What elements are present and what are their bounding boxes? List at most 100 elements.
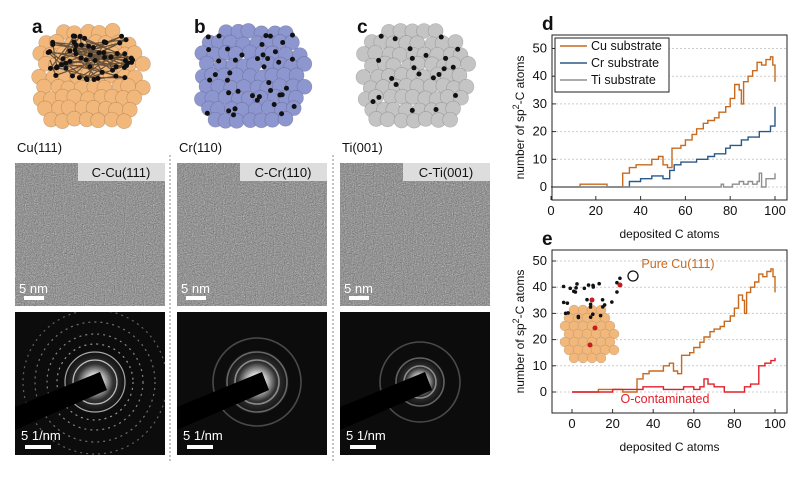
carbon-atom: [265, 56, 271, 62]
substrate-label: Ti(001): [342, 140, 383, 155]
panel-a: a Cu(111) C-Cu(111) 5 nm 5 1/nm: [15, 17, 168, 455]
carbon-atom: [416, 71, 422, 77]
legend-entry: Cr substrate: [591, 56, 659, 70]
oxygen-atom: [589, 297, 595, 303]
y-tick-label: 40: [533, 279, 547, 294]
carbon-atom: [585, 297, 589, 302]
carbon-atom: [376, 94, 382, 100]
chart-d: d 0 10 20 30 40 50 0 20 40 60 80 100 deposited C atom…: [511, 14, 788, 241]
carbon-atom: [216, 33, 222, 39]
diffraction-scale-bar: [350, 445, 376, 449]
panel-b: b Cr(110) C-Cr(110) 5 nm 5 1/nm: [177, 17, 327, 455]
inset-atom-model: O: [559, 270, 639, 364]
x-tick-label: 80: [727, 416, 741, 431]
carbon-atom: [438, 34, 444, 40]
atom-model: [355, 23, 476, 129]
carbon-atom: [565, 301, 570, 305]
diffraction-ring: [22, 309, 168, 455]
beam-stopper: [15, 372, 107, 430]
carbon-atom: [588, 315, 593, 319]
oxygen-atom: [617, 282, 623, 288]
series-line-ti-substrate: [551, 172, 776, 188]
carbon-atom: [271, 102, 277, 108]
carbon-atom: [226, 108, 232, 114]
y-tick-label: 20: [533, 332, 547, 347]
carbon-atom: [600, 305, 605, 309]
carbon-atom: [561, 284, 566, 289]
y-axis-label-sup: 2: [511, 104, 521, 109]
carbon-atom: [588, 305, 593, 309]
beam-stopper: [340, 372, 432, 430]
atom: [595, 352, 607, 364]
tem-tag: C-Ti(001): [419, 165, 473, 180]
series-line-pure-cu-111-: [572, 268, 776, 393]
carbon-atom: [291, 103, 297, 109]
x-tick-label: 40: [646, 416, 660, 431]
x-tick-label: 20: [605, 416, 619, 431]
x-tick-label: 0: [547, 203, 554, 218]
carbon-atom: [443, 55, 449, 61]
carbon-atom: [376, 57, 382, 63]
carbon-atom: [441, 66, 447, 72]
atom: [451, 67, 468, 84]
legend-entry: Ti substrate: [591, 73, 656, 87]
carbon-atom: [610, 300, 614, 304]
y-tick-label: 50: [533, 253, 547, 268]
carbon-atom: [615, 290, 619, 294]
carbon-atom: [255, 56, 261, 62]
carbon-atom: [268, 87, 274, 93]
carbon-atom: [279, 111, 285, 117]
carbon-atom: [411, 65, 417, 71]
tem-image: [177, 163, 327, 306]
tem-scale-bar: [24, 296, 44, 300]
x-tick-label: 60: [687, 416, 701, 431]
tem-image: [340, 163, 490, 306]
diffraction-scale-label: 5 1/nm: [183, 428, 223, 443]
y-tick-label: 0: [540, 384, 547, 399]
substrate-label: Cu(111): [17, 140, 62, 155]
annotation-pure-cu: Pure Cu(111): [641, 257, 714, 271]
carbon-atom: [571, 289, 576, 294]
beam-stopper: [177, 372, 269, 430]
carbon-atom: [225, 46, 231, 52]
carbon-atom: [586, 283, 591, 287]
carbon-atom: [393, 82, 399, 88]
carbon-atom: [276, 59, 282, 65]
carbon-network: [46, 34, 133, 81]
panel-letter: d: [542, 14, 554, 35]
tem-tag-bg: [78, 163, 165, 181]
carbon-atom: [212, 72, 218, 78]
carbon-atom: [239, 52, 245, 58]
atom: [460, 56, 476, 72]
carbon-atom: [450, 64, 456, 70]
oxygen-legend-marker: [627, 270, 639, 282]
legend-entry: Cu substrate: [591, 39, 662, 53]
diffraction-ring: [226, 351, 288, 413]
tem-tag: C-Cr(110): [255, 165, 312, 180]
carbon-atom: [207, 77, 213, 83]
tem-tag: C-Cu(111): [92, 165, 151, 180]
x-tick-label: 40: [633, 203, 647, 218]
carbon-atom: [591, 283, 595, 288]
carbon-atom: [249, 93, 255, 99]
tem-scale-label: 5 nm: [181, 281, 210, 296]
diffraction-ring: [56, 343, 134, 421]
carbon-atom: [289, 56, 295, 62]
series-line-cr-substrate: [551, 106, 776, 188]
y-axis-label: number of sp2-C atoms: [511, 56, 527, 180]
carbon-atom: [205, 34, 211, 40]
carbon-atom: [263, 33, 269, 39]
carbon-atom: [591, 312, 595, 316]
carbon-atom: [618, 276, 622, 281]
carbon-atom: [280, 40, 286, 46]
carbon-atom: [433, 107, 439, 113]
legend: Cu substrate Cr substrate Ti substrate: [554, 37, 670, 93]
x-tick-label: 80: [723, 203, 737, 218]
atom: [90, 112, 106, 129]
atom: [135, 79, 151, 96]
atom-model: [31, 22, 151, 130]
panel-letter: c: [357, 17, 368, 38]
y-axis-label-main: number of sp: [513, 323, 527, 393]
x-axis-label: deposited C atoms: [619, 440, 719, 454]
diffraction-scale-bar: [25, 445, 51, 449]
